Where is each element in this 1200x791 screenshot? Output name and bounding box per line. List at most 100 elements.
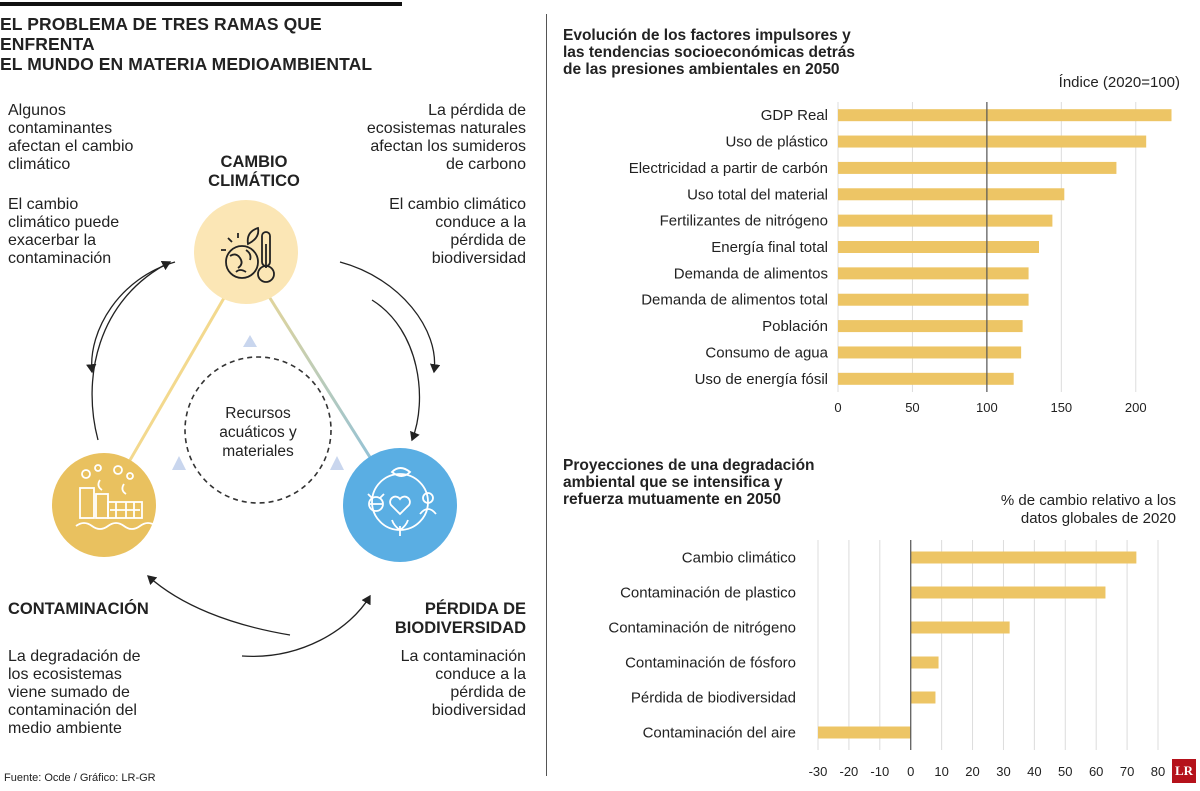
node-biodiversity-loss [343, 448, 457, 562]
node-label-climate-change: CAMBIO CLIMÁTICO [184, 153, 324, 191]
x-tick-label: 60 [1089, 764, 1103, 779]
category-label: Uso de energía fósil [695, 371, 828, 388]
x-tick-label: 100 [976, 400, 998, 415]
center-text-line-3: materiales [222, 443, 294, 460]
bar [838, 320, 1023, 333]
x-tick-label: 0 [834, 400, 841, 415]
note-ecosystem-loss-affects-sinks: La pérdida de ecosistemas naturales afec… [340, 102, 526, 174]
node-label-biodiversity-loss: PÉRDIDA DE BIODIVERSIDAD [340, 600, 526, 638]
node-label-line: CAMBIO [220, 153, 288, 171]
source-credit: Fuente: Ocde / Gráfico: LR-GR [4, 772, 156, 784]
note-line: los ecosistemas [8, 666, 122, 683]
category-label: Fertilizantes de nitrógeno [660, 213, 828, 230]
bar [838, 372, 1014, 385]
note-line: conduce a la [435, 666, 526, 683]
chart1-unit-label: Índice (2020=100) [1058, 74, 1180, 91]
category-label: Contaminación de fósforo [625, 655, 796, 672]
x-tick-label: -20 [840, 764, 859, 779]
note-line: ecosistemas naturales [366, 120, 526, 137]
note-line: Algunos [8, 102, 66, 119]
note-line: El cambio climático [389, 196, 526, 213]
earth-thermometer-icon [221, 226, 275, 283]
category-label: Contaminación del aire [643, 725, 796, 742]
category-label: Demanda de alimentos [674, 265, 828, 282]
note-line: exacerbar la [8, 232, 97, 249]
page-title: EL PROBLEMA DE TRES RAMAS QUE ENFRENTA E… [0, 14, 420, 74]
note-line: biodiversidad [431, 250, 526, 267]
note-line: afectan el cambio [8, 138, 134, 155]
note-line: La contaminación [400, 648, 526, 665]
note-line: biodiversidad [431, 702, 526, 719]
pointer-triangle-top [243, 335, 257, 347]
note-line: El cambio [8, 196, 79, 213]
note-line: La degradación de [8, 648, 141, 665]
x-tick-label: 200 [1125, 400, 1147, 415]
note-line: afectan los sumideros [370, 138, 526, 155]
page-title-line-1: EL PROBLEMA DE TRES RAMAS QUE ENFRENTA [0, 14, 322, 54]
category-label: Energía final total [711, 239, 828, 256]
chart1-plot: 0 50 100 150 200 GDP Real Uso de plástico Elect… [629, 102, 1172, 415]
node-label-pollution: CONTAMINACIÓN [8, 600, 149, 618]
category-label: Contaminación de nitrógeno [608, 620, 796, 637]
bar [838, 135, 1147, 148]
note-line: contaminación [8, 250, 112, 267]
x-tick-label: 50 [1058, 764, 1072, 779]
arrow-climate-to-biodiversity [339, 261, 441, 374]
lr-logo: LR [1172, 759, 1196, 783]
note-line: de carbono [445, 156, 526, 173]
pointer-triangle-left [172, 456, 186, 470]
bar [910, 656, 939, 669]
x-tick-label: 30 [996, 764, 1010, 779]
chart1-title-line: de las presiones ambientales en 2050 [563, 61, 840, 78]
arrow-climate-to-pollution [86, 261, 176, 374]
bar [838, 214, 1053, 227]
chart2-title: Proyecciones de una degradación ambienta… [563, 457, 883, 508]
chart2-plot: -30 -20 -10 0 10 20 30 40 50 60 70 80 Cambio climáti… [608, 540, 1165, 779]
note-line: pérdida de [450, 232, 526, 249]
arrow-biodiversity-from-climate [371, 299, 421, 442]
note-line: medio ambiente [8, 720, 122, 737]
category-label: Uso total del material [687, 186, 828, 203]
note-line: contaminantes [8, 120, 113, 137]
bar [910, 691, 936, 704]
x-tick-label: -10 [870, 764, 889, 779]
x-tick-label: 50 [905, 400, 919, 415]
category-label: Cambio climático [682, 550, 796, 567]
category-label: Contaminación de plastico [620, 585, 796, 602]
x-tick-label: 70 [1120, 764, 1134, 779]
node-label-line: PÉRDIDA DE [424, 600, 526, 618]
note-pollution-leads-biodiversity-loss: La contaminación conduce a la pérdida de… [340, 648, 526, 720]
note-pollutants-affect-climate: Algunos contaminantes afectan el cambio … [8, 102, 168, 174]
column-divider [546, 14, 547, 776]
title-rule [0, 2, 402, 6]
x-tick-label: 150 [1050, 400, 1072, 415]
center-dashed-circle [184, 356, 332, 504]
bar [838, 188, 1065, 201]
category-label: Pérdida de biodiversidad [631, 690, 796, 707]
three-branch-diagram: Recursos acuáticos y materiales [52, 200, 457, 657]
note-line: La pérdida de [428, 102, 526, 119]
note-climate-leads-biodiversity-loss: El cambio climático conduce a la pérdida… [340, 196, 526, 268]
biodiversity-cycle-icon [367, 467, 437, 536]
chart2-title-line: Proyecciones de una degradación [563, 457, 815, 474]
category-label: Población [762, 318, 828, 335]
bar [838, 109, 1172, 122]
bar [838, 293, 1029, 306]
x-tick-label: 10 [934, 764, 948, 779]
chart2-unit-line: % de cambio relativo a los [1000, 492, 1176, 509]
chart2-unit-line: datos globales de 2020 [1020, 510, 1176, 527]
category-label: Uso de plástico [725, 134, 828, 151]
x-tick-label: 80 [1151, 764, 1165, 779]
note-line: climático puede [8, 214, 120, 231]
bar [838, 346, 1022, 359]
bar [910, 621, 1010, 634]
chart2-title-line: ambiental que se intensifica y [563, 474, 783, 491]
factory-pollution-icon [75, 464, 157, 530]
node-label-line: BIODIVERSIDAD [394, 619, 526, 637]
category-label: Demanda de alimentos total [641, 292, 828, 309]
note-line: climático [8, 156, 71, 173]
arrow-biodiversity-to-pollution [147, 575, 291, 636]
chart2-unit-label: % de cambio relativo a los datos globale… [920, 492, 1176, 528]
x-tick-label: 20 [965, 764, 979, 779]
note-line: contaminación del [8, 702, 137, 719]
